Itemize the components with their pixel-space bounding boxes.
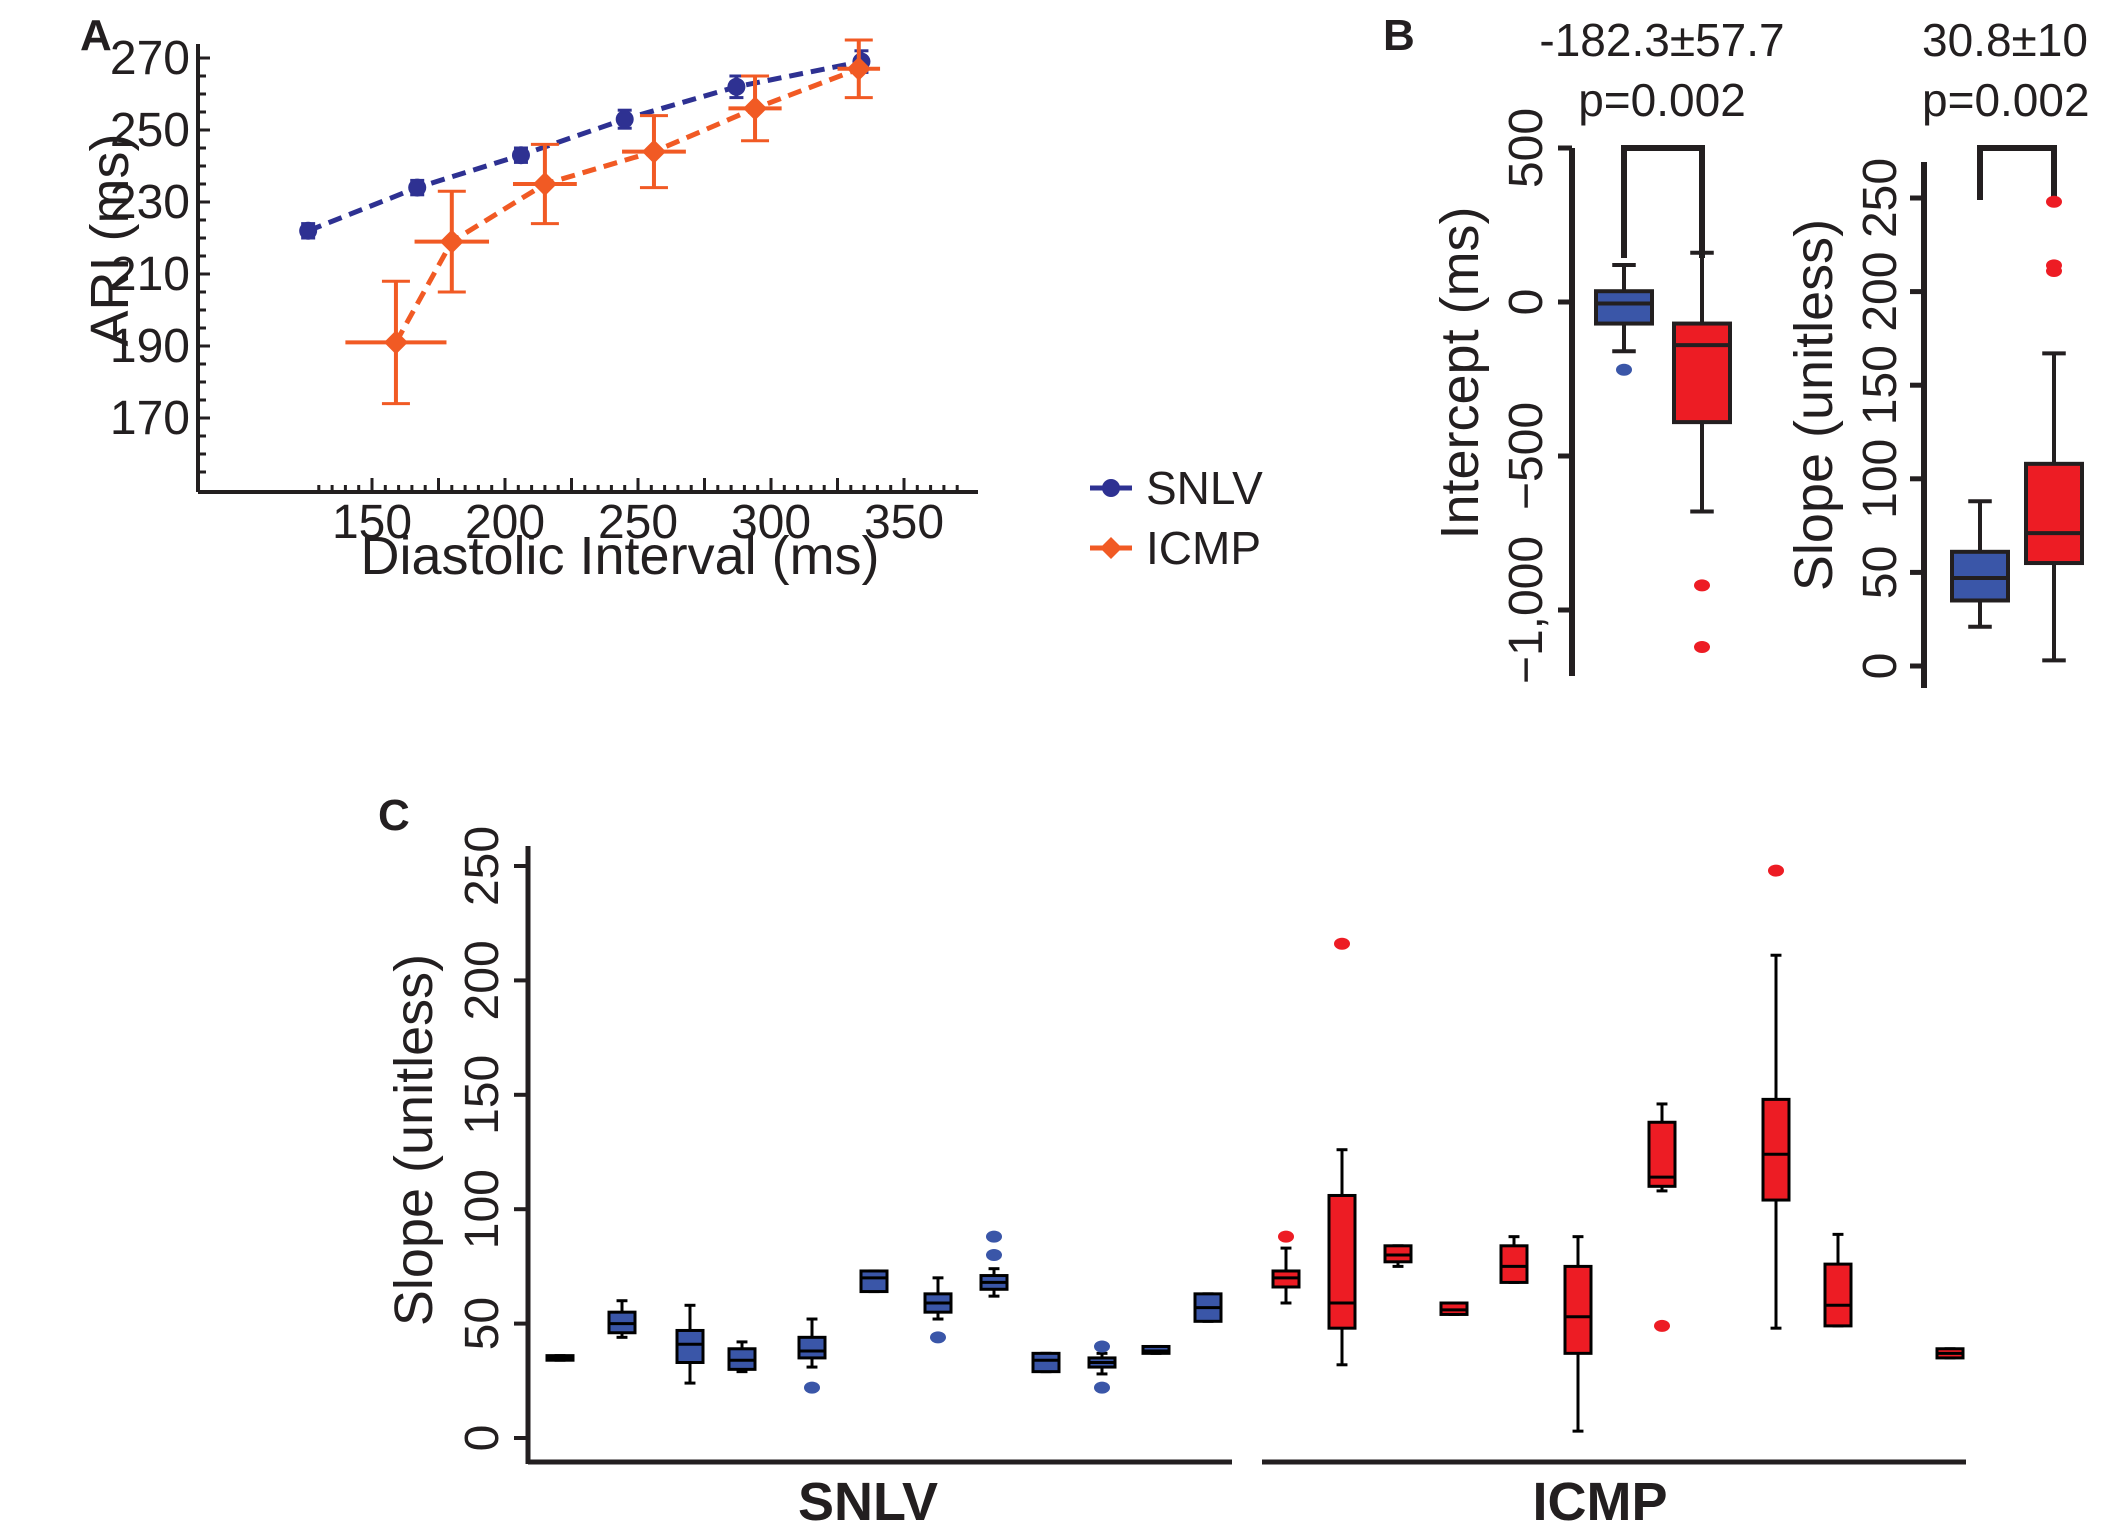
- snlv-outlier: [804, 1381, 820, 1394]
- icmp-box: [1672, 321, 1732, 425]
- snlv-outlier: [986, 1230, 1002, 1243]
- icmp-box: [1823, 1262, 1853, 1328]
- icmp-box: [2024, 461, 2084, 566]
- icmp-point: [383, 330, 408, 355]
- snlv-point: [615, 110, 634, 129]
- icmp-point: [641, 139, 666, 164]
- snlv-box: [675, 1328, 705, 1364]
- y-tick-label: 270: [110, 32, 190, 85]
- snlv-point: [299, 221, 318, 240]
- y-tick-label: 0: [456, 1425, 509, 1452]
- panel-a-line-chart: 170 190 210 230 250 270 150 200 250 300 350Diastol…: [80, 32, 1263, 586]
- snlv-line: [307, 59, 862, 234]
- icmp-box: [1761, 1097, 1791, 1202]
- icmp-outlier: [1654, 1319, 1670, 1332]
- x-tick-label: 300: [731, 496, 811, 549]
- y-tick-label: 50: [1854, 546, 1907, 599]
- icmp-outlier: [1768, 864, 1784, 877]
- x-tick-label: 250: [598, 496, 678, 549]
- icmp-legend-marker: [1100, 537, 1122, 559]
- snlv-group-label: SNLV: [798, 1472, 938, 1530]
- panel-label-b: B: [1383, 11, 1415, 60]
- x-tick-label: 350: [864, 496, 944, 549]
- y-tick-label: 200: [456, 940, 509, 1020]
- x-axis-title: Diastolic Interval (ms): [360, 526, 879, 586]
- x-tick-label: 200: [465, 496, 545, 549]
- p-value-annotation: p=0.002: [1922, 74, 2090, 126]
- snlv-box: [1031, 1351, 1061, 1374]
- difference-annotation: 30.8±10: [1922, 14, 2088, 66]
- y-axis-title: ARI (ms): [80, 134, 140, 347]
- y-tick-label: 250: [110, 104, 190, 157]
- snlv-box: [859, 1269, 889, 1294]
- icmp-point: [439, 229, 464, 254]
- y-tick-label: −1,000: [1500, 536, 1553, 684]
- y-tick-label: 250: [456, 826, 509, 906]
- snlv-outlier: [1616, 363, 1632, 376]
- y-tick-label: 150: [456, 1055, 509, 1135]
- icmp-point: [846, 56, 871, 81]
- y-axis-title: Slope (unitless): [1784, 219, 1844, 591]
- difference-annotation: -182.3±57.7: [1539, 14, 1784, 66]
- y-tick-label: 100: [456, 1169, 509, 1249]
- y-tick-label: 150: [1854, 345, 1907, 425]
- significance-bracket: [1977, 145, 2057, 200]
- icmp-outlier: [1278, 1230, 1294, 1243]
- snlv-outlier: [1094, 1381, 1110, 1394]
- y-tick-label: 50: [456, 1297, 509, 1350]
- y-tick-label: 0: [1854, 653, 1907, 680]
- icmp-line: [393, 66, 860, 344]
- icmp-outlier: [2046, 195, 2062, 208]
- icmp-box: [1327, 1193, 1357, 1330]
- y-tick-label: 190: [110, 320, 190, 373]
- snlv-point: [511, 146, 530, 165]
- snlv-legend-label: SNLV: [1146, 462, 1263, 514]
- snlv-box: [1594, 289, 1654, 326]
- icmp-box: [1563, 1264, 1593, 1355]
- panel-label-a: A: [80, 11, 112, 60]
- snlv-box: [797, 1335, 827, 1360]
- x-tick-label: 150: [332, 496, 412, 549]
- y-tick-label: 230: [110, 176, 190, 229]
- snlv-outlier: [1094, 1340, 1110, 1353]
- icmp-box: [1647, 1120, 1677, 1188]
- icmp-outlier: [1694, 579, 1710, 592]
- y-tick-label: 100: [1854, 439, 1907, 519]
- y-axis-title: Slope (unitless): [384, 954, 444, 1326]
- icmp-box: [1499, 1244, 1529, 1284]
- icmp-outlier: [1694, 640, 1710, 653]
- snlv-point: [727, 77, 746, 96]
- y-tick-label: 200: [1854, 252, 1907, 332]
- y-tick-label: 500: [1500, 108, 1553, 188]
- icmp-group-label: ICMP: [1533, 1472, 1668, 1530]
- icmp-point: [743, 96, 768, 121]
- y-tick-label: 0: [1500, 289, 1553, 316]
- y-axis-title: Intercept (ms): [1430, 206, 1490, 539]
- panel-label-c: C: [378, 791, 410, 840]
- significance-bracket: [1621, 145, 1705, 258]
- icmp-legend-label: ICMP: [1146, 522, 1261, 574]
- icmp-outlier: [2046, 259, 2062, 272]
- y-tick-label: 250: [1854, 158, 1907, 238]
- snlv-outlier: [930, 1331, 946, 1344]
- snlv-legend-marker: [1102, 479, 1120, 497]
- y-tick-label: −500: [1500, 402, 1553, 510]
- icmp-point: [532, 172, 557, 196]
- y-tick-label: 210: [110, 248, 190, 301]
- y-tick-label: 170: [110, 392, 190, 445]
- icmp-outlier: [1334, 937, 1350, 950]
- snlv-outlier: [986, 1248, 1002, 1261]
- snlv-point: [408, 178, 427, 197]
- p-value-annotation: p=0.002: [1578, 74, 1746, 126]
